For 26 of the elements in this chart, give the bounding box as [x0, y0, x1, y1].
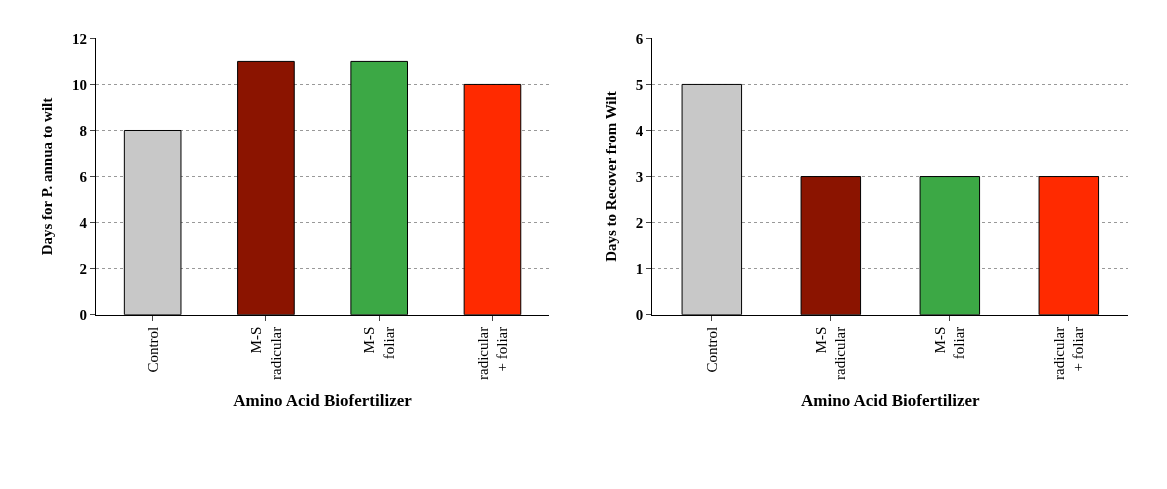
- y-tick-label: 0: [635, 306, 644, 323]
- y-tick-label: 4: [635, 122, 644, 139]
- y-tick-label: 4: [79, 214, 88, 231]
- x-axis-title: Amino Acid Biofertilizer: [233, 391, 413, 411]
- y-tick-label: 1: [635, 260, 644, 277]
- x-tick-label: M-S radicular: [812, 326, 849, 381]
- x-tick-label: M-S radicular: [248, 326, 284, 381]
- x-tick-label: M-S foliar: [931, 326, 968, 360]
- y-tick-label: 6: [635, 30, 644, 47]
- y-axis-title: Days to Recover from Wilt: [603, 91, 620, 262]
- y-tick-label: 10: [72, 76, 88, 93]
- y-tick-label: 8: [79, 122, 88, 139]
- y-tick-label: 6: [79, 168, 88, 185]
- y-tick-label: 3: [635, 168, 644, 185]
- x-axis-title: Amino Acid Biofertilizer: [801, 391, 980, 411]
- x-tick-label: Control: [703, 326, 720, 373]
- x-tick-label: Control: [144, 326, 161, 373]
- y-tick-label: 12: [72, 30, 88, 47]
- y-tick-label: 2: [635, 214, 644, 231]
- x-tick-label: M-S foliar: [361, 326, 397, 360]
- x-tick-label: radicular + foliar: [1050, 326, 1087, 381]
- y-tick-label: 2: [79, 260, 88, 277]
- y-tick-label: 0: [79, 306, 88, 323]
- y-axis-title: Days for P. annua to wilt: [39, 97, 56, 256]
- y-tick-label: 5: [635, 76, 644, 93]
- x-tick-label: radicular + foliar: [474, 326, 511, 381]
